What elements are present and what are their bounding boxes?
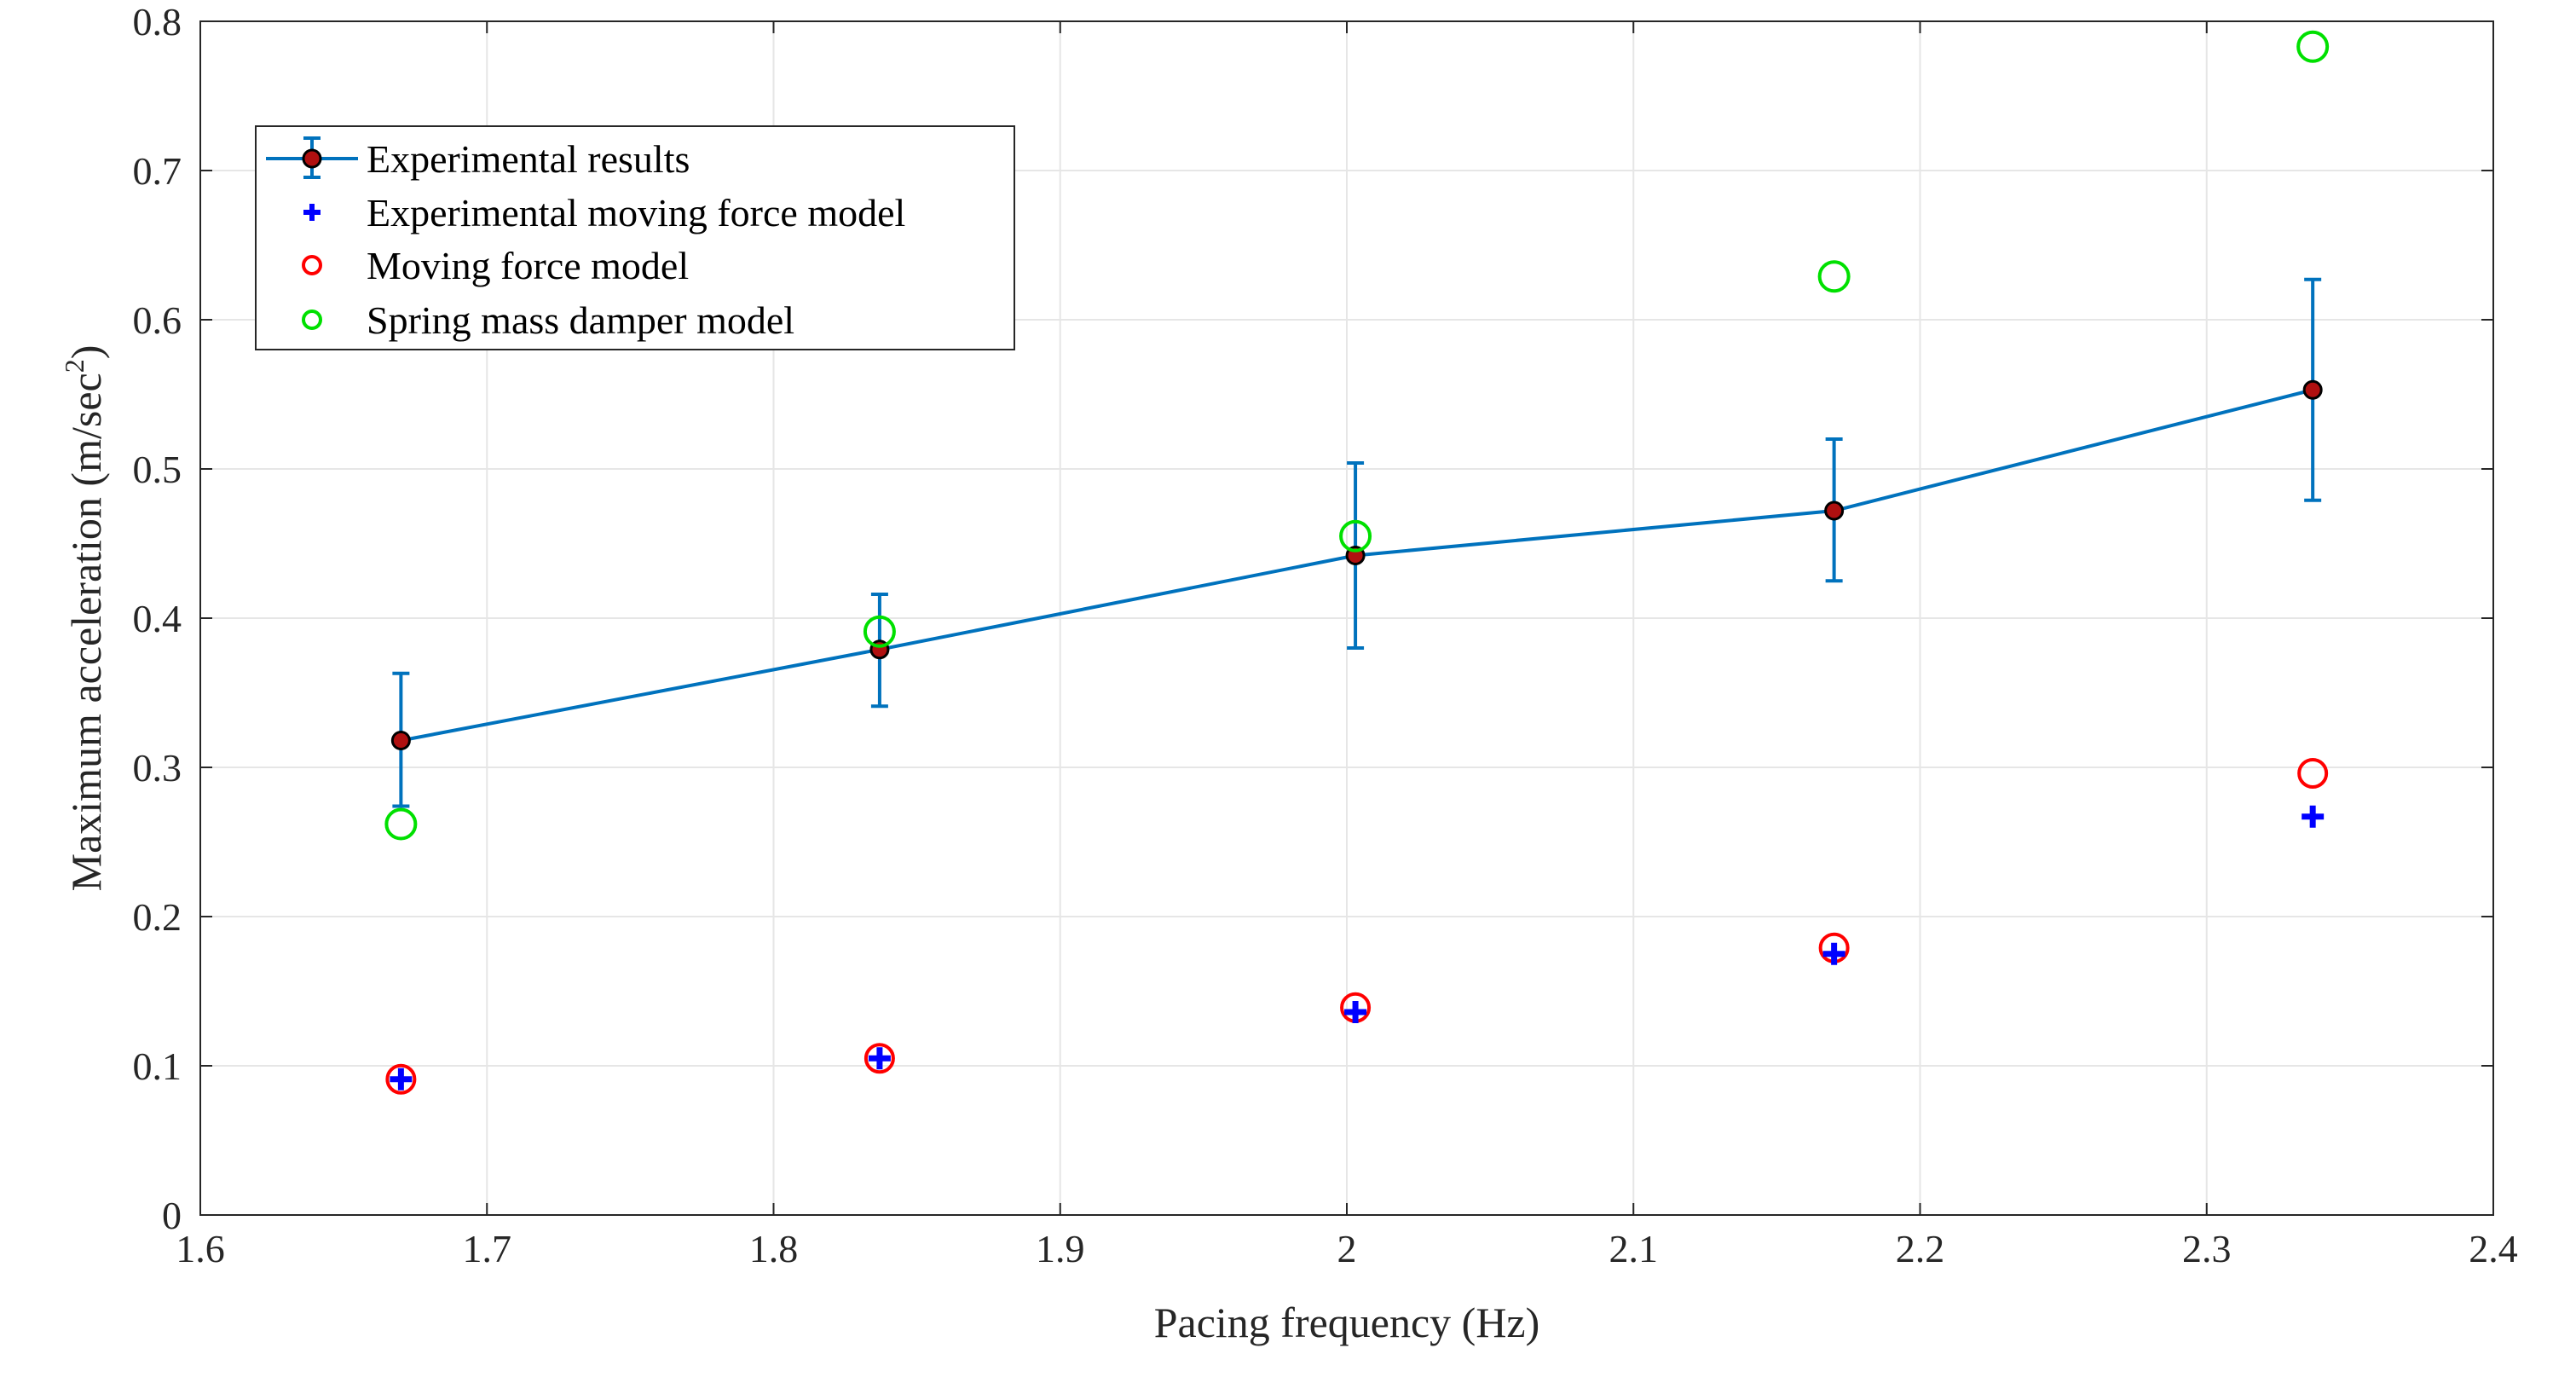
legend-label-moving-force-model: Moving force model: [367, 244, 689, 287]
legend-box: [255, 125, 1015, 350]
y-tick-label: 0.4: [133, 597, 182, 640]
spring-mass-damper-model-point: [1817, 260, 1851, 293]
x-tick-label: 2.4: [2469, 1227, 2518, 1270]
y-tick-label: 0.2: [133, 895, 182, 939]
x-tick-label: 1.7: [463, 1227, 512, 1270]
x-tick-label: 1.9: [1036, 1227, 1085, 1270]
experimental-moving-force-model-point: [2302, 805, 2325, 828]
legend-label-spring-mass-damper-model: Spring mass damper model: [367, 298, 794, 342]
legend-label-experimental-results: Experimental results: [367, 137, 690, 181]
spring-mass-damper-model-point: [863, 615, 896, 648]
experimental-moving-force-model-point: [1822, 942, 1845, 965]
y-axis-label-close: ): [62, 345, 110, 360]
moving-force-model-point: [385, 1063, 417, 1095]
legend-marker-spring-mass-damper-model: [302, 310, 322, 330]
experimental-moving-force-model-point: [868, 1047, 891, 1070]
legend: Experimental results Experimental moving…: [255, 125, 1015, 350]
legend-item-spring-mass-damper-model: Spring mass damper model: [302, 298, 794, 342]
y-axis-label-main: Maximum acceleration (m/sec: [62, 373, 110, 891]
x-tick-label: 2: [1337, 1227, 1357, 1270]
y-axis-label-superscript: 2: [59, 359, 90, 373]
y-tick-label: 0.5: [133, 448, 182, 491]
series-layer: [384, 30, 2330, 1095]
moving-force-model-point: [2297, 758, 2329, 789]
experimental-results-point: [2302, 379, 2323, 400]
legend-label-experimental-moving-force-model: Experimental moving force model: [367, 191, 905, 234]
legend-item-experimental-results: Experimental results: [266, 136, 690, 181]
experimental-moving-force-model-point: [390, 1067, 413, 1091]
legend-marker-experimental-results: [302, 148, 322, 169]
x-tick-label: 1.6: [176, 1227, 225, 1270]
x-tick-label: 2.3: [2182, 1227, 2232, 1270]
ticks: 1.6 1.7 1.8 1.9 2 2.1 2.2 2.3 2.4 0 0.1 0.2 0.3 0.4 0.…: [133, 0, 2518, 1270]
x-axis-label: Pacing frequency (Hz): [1154, 1299, 1540, 1346]
spring-mass-damper-model-point: [384, 807, 418, 841]
legend-item-experimental-moving-force-model: Experimental moving force model: [303, 191, 905, 234]
legend-item-moving-force-model: Moving force model: [302, 244, 689, 287]
y-tick-label: 0.8: [133, 0, 182, 43]
y-axis-label: Maximum acceleration (m/sec2): [59, 345, 110, 892]
legend-marker-moving-force-model: [302, 255, 322, 275]
experimental-moving-force-model-point: [1344, 1001, 1367, 1023]
x-tick-label: 2.2: [1896, 1227, 1945, 1270]
y-tick-label: 0.6: [133, 298, 182, 342]
x-tick-label: 2.1: [1609, 1227, 1659, 1270]
experimental-results-point: [390, 731, 411, 750]
y-tick-label: 0: [162, 1194, 182, 1237]
moving-force-model-point: [863, 1043, 895, 1074]
spring-mass-damper-model-point: [1339, 519, 1372, 553]
y-tick-label: 0.1: [133, 1044, 182, 1088]
spring-mass-damper-model-point: [2296, 30, 2330, 63]
x-tick-label: 1.8: [749, 1227, 799, 1270]
experimental-results-point: [1824, 500, 1845, 521]
y-tick-label: 0.3: [133, 746, 182, 790]
y-tick-label: 0.7: [133, 149, 182, 193]
